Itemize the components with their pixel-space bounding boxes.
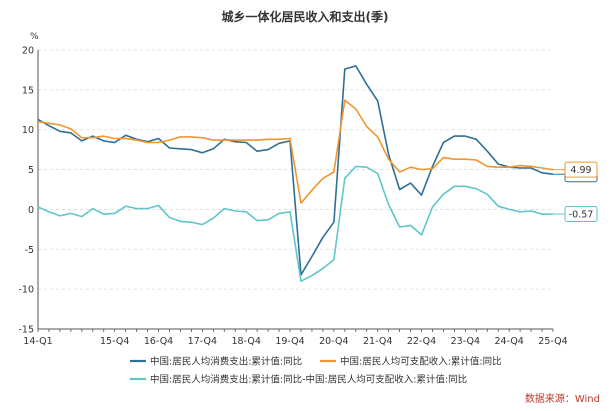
x-tick-label: 16-Q4 <box>144 336 173 347</box>
legend-label: 中国:居民人均消费支出:累计值:同比-中国:居民人均可支配收入:累计值:同比 <box>150 374 467 386</box>
y-tick-label: 0 <box>28 205 34 216</box>
series-line-1 <box>37 99 554 204</box>
end-label-box <box>564 205 598 222</box>
x-tick-label: 15-Q4 <box>100 336 129 347</box>
series-line-2 <box>37 165 554 282</box>
x-tick-label: 22-Q4 <box>407 336 436 347</box>
x-tick-label: 20-Q4 <box>319 336 348 347</box>
end-label-box <box>564 161 598 178</box>
y-tick-label: 20 <box>22 46 34 57</box>
end-label-value: 4.99 <box>570 165 591 176</box>
x-tick-label: 23-Q4 <box>451 336 480 347</box>
x-axis: 14-Q1 15-Q4 16-Q4 17-Q4 18-Q4 19-Q4 20-Q4 21-Q4… <box>23 50 568 347</box>
x-tick-label: 18-Q4 <box>231 336 260 347</box>
y-tick-label: 10 <box>22 125 34 136</box>
x-tick-label: 19-Q4 <box>275 336 304 347</box>
y-tick-label: -5 <box>25 245 34 256</box>
end-label-value: -0.57 <box>569 209 594 220</box>
chart-title: 城乡一体化居民收入和支出(季) <box>222 9 389 24</box>
end-labels: 4.424.99-0.57 <box>553 161 598 222</box>
grid-lines <box>38 49 553 330</box>
x-tick-label: 24-Q4 <box>494 336 523 347</box>
y-axis-unit: % <box>30 32 39 42</box>
legend-label: 中国:居民人均可支配收入:累计值:同比 <box>340 356 502 368</box>
y-axis: -15 -10 -5 0 5 10 15 20 <box>18 46 34 336</box>
legend: 中国:居民人均消费支出:累计值:同比 中国:居民人均可支配收入:累计值:同比中国:… <box>130 356 502 386</box>
y-tick-label: -10 <box>18 285 34 296</box>
y-tick-label: 5 <box>28 165 34 176</box>
y-tick-label: -15 <box>18 325 34 336</box>
series-lines <box>37 65 554 282</box>
source-note: 数据来源：Wind <box>525 392 600 405</box>
legend-label: 中国:居民人均消费支出:累计值:同比 <box>150 356 302 368</box>
y-tick-label: 15 <box>22 85 34 96</box>
x-tick-label: 17-Q4 <box>188 336 217 347</box>
x-tick-label: 21-Q4 <box>363 336 392 347</box>
x-tick-label: 25-Q4 <box>538 336 567 347</box>
x-tick-label: 14-Q1 <box>23 336 52 347</box>
series-line-0 <box>37 65 554 276</box>
